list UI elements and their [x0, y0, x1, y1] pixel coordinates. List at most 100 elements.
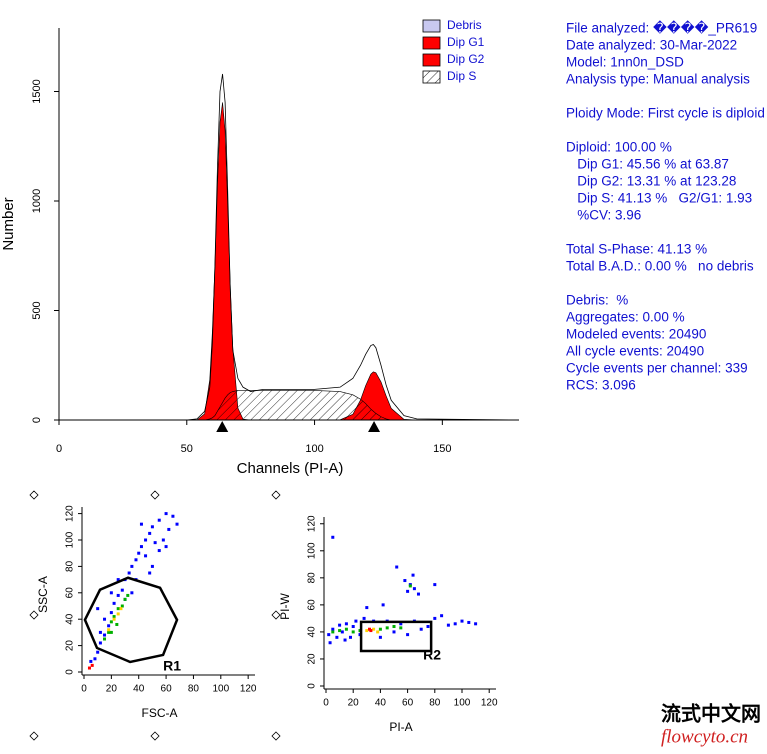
event-dot — [112, 601, 116, 605]
y-tick-label: 20 — [65, 640, 76, 652]
event-dot — [474, 622, 478, 626]
y-tick-label: 120 — [65, 505, 76, 522]
event-dot — [467, 620, 471, 624]
y-axis-label: SSC-A — [36, 576, 50, 613]
x-tick-label: 100 — [305, 443, 323, 455]
event-dot — [331, 627, 335, 631]
event-dot — [378, 635, 382, 639]
y-tick-label: 40 — [65, 613, 76, 625]
legend-swatch — [422, 19, 441, 33]
gate — [83, 576, 179, 664]
event-dot — [109, 611, 113, 615]
event-dot — [331, 630, 335, 634]
x-tick-label: 20 — [106, 684, 118, 695]
x-tick-label: 100 — [454, 698, 471, 709]
x-tick-label: 120 — [240, 684, 257, 695]
event-dot — [120, 604, 124, 608]
y-tick-label: 40 — [307, 626, 318, 638]
y-tick-label: 120 — [307, 515, 318, 532]
event-dot — [340, 630, 344, 634]
event-dot — [130, 564, 134, 568]
legend-label: Debris — [447, 18, 482, 32]
event-dot — [453, 622, 457, 626]
x-tick-label: 20 — [348, 698, 360, 709]
event-dot — [115, 622, 119, 626]
gate-label: R2 — [423, 647, 441, 663]
event-dot — [369, 629, 373, 633]
event-dot — [107, 630, 111, 634]
event-dot — [107, 628, 111, 632]
event-dot — [127, 571, 131, 575]
y-tick-label: 60 — [307, 599, 318, 611]
event-dot — [107, 624, 111, 628]
y-tick-label: 1500 — [31, 79, 43, 103]
event-dot — [87, 666, 91, 670]
info-line: Ploidy Mode: First cycle is diploid — [566, 106, 765, 121]
event-dot — [153, 541, 157, 545]
gate-label: R1 — [163, 658, 181, 674]
event-dot — [365, 606, 369, 610]
event-dot — [331, 535, 335, 539]
y-tick-label: 500 — [31, 301, 43, 319]
y-tick-label: 20 — [307, 653, 318, 665]
x-tick-label: 0 — [56, 443, 62, 455]
x-tick-label: 150 — [433, 443, 451, 455]
event-dot — [362, 616, 366, 620]
info-line: Dip S: 41.13 % G2/G1: 1.93 — [566, 191, 752, 206]
x-tick-label: 60 — [161, 684, 173, 695]
peak-marker — [368, 421, 381, 432]
event-dot — [406, 589, 410, 593]
info-line: Dip G1: 45.56 % at 63.87 — [566, 157, 729, 172]
event-dot — [103, 617, 107, 621]
event-dot — [411, 573, 415, 577]
x-axis-label: Channels (PI-A) — [237, 460, 344, 477]
event-dot — [343, 638, 347, 642]
event-dot — [392, 630, 396, 634]
event-dot — [96, 607, 100, 611]
legend-swatch — [422, 36, 441, 50]
event-dot — [399, 622, 403, 626]
event-dot — [378, 627, 382, 631]
event-dot — [93, 657, 97, 661]
x-tick-label: 0 — [323, 698, 329, 709]
x-axis-label: FSC-A — [142, 706, 178, 720]
info-line: RCS: 3.096 — [566, 378, 636, 393]
legend-swatch — [422, 53, 441, 67]
event-dot — [157, 549, 161, 553]
info-line: Aggregates: 0.00 % — [566, 310, 685, 325]
event-dot — [372, 627, 376, 631]
event-dot — [112, 617, 116, 621]
info-line: Diploid: 100.00 % — [566, 140, 672, 155]
event-dot — [344, 627, 348, 631]
event-dot — [395, 565, 399, 569]
legend-swatch — [422, 70, 441, 84]
event-dot — [109, 591, 113, 595]
event-dot — [164, 545, 168, 549]
event-dot — [144, 538, 148, 542]
event-dot — [126, 593, 130, 597]
event-dot — [171, 514, 175, 518]
event-dot — [416, 592, 420, 596]
y-axis-label: Number — [0, 197, 17, 250]
legend-label: Dip G1 — [447, 35, 485, 49]
event-dot — [150, 525, 154, 529]
y-tick-label: 80 — [307, 572, 318, 584]
event-dot — [98, 641, 102, 645]
event-dot — [157, 518, 161, 522]
corner-handles — [29, 490, 281, 741]
y-tick-label: 60 — [65, 587, 76, 599]
event-dot — [412, 587, 416, 591]
info-line: All cycle events: 20490 — [566, 344, 704, 359]
event-dot — [98, 630, 102, 634]
event-dot — [137, 551, 141, 555]
event-dot — [123, 597, 127, 601]
event-dot — [399, 626, 403, 630]
peak-marker — [216, 421, 229, 432]
event-dot — [392, 625, 396, 629]
y-tick-label: 80 — [65, 560, 76, 572]
info-line: Debris: % — [566, 293, 628, 308]
event-dot — [164, 512, 168, 516]
watermark-title: 流式中文网 — [661, 701, 761, 725]
event-dot — [148, 571, 152, 575]
event-dot — [130, 591, 134, 595]
